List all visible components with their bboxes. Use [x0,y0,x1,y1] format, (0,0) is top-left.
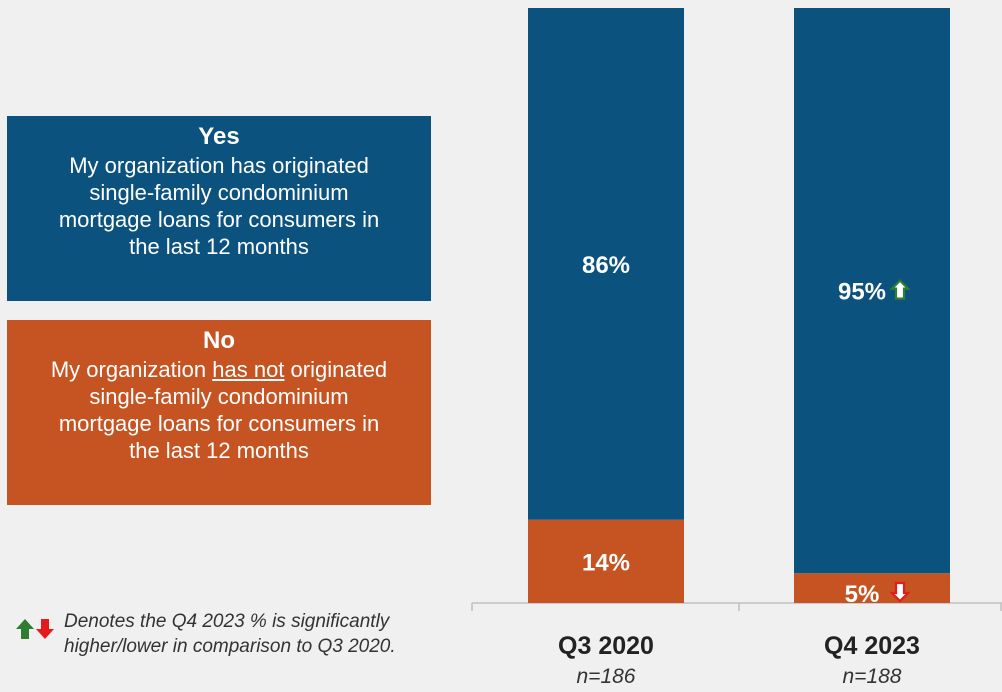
bar-segment-yes [794,8,950,574]
note-line1: Denotes the Q4 2023 % is significantly [64,611,390,632]
significance-up-arrow-icon [889,279,911,300]
sample-size-label: n=188 [843,665,902,688]
bar-segment-no [528,519,684,603]
significance-note: Denotes the Q4 2023 % is significantly h… [64,609,464,659]
down-arrow-icon [36,619,54,639]
data-label: 14% [582,549,630,576]
legend-no-line1: My organization has not originated [15,356,423,383]
data-label: 95% [838,279,886,306]
legend-no-title: No [203,327,235,354]
up-arrow-icon [16,619,34,639]
data-label: 5% [845,581,880,608]
legend-yes-line4: the last 12 months [129,234,309,259]
legend-no-line4: the last 12 months [129,438,309,463]
legend-yes-title: Yes [198,123,240,150]
legend-yes-line3: mortgage loans for consumers in [58,207,380,232]
note-line2: higher/lower in comparison to Q3 2020. [64,636,396,657]
bar-segment-no [794,573,950,603]
legend-yes-line1: My organization has originated [69,153,369,178]
sample-size-label: n=186 [577,665,636,688]
data-label: 86% [582,252,630,279]
legend-no-line1-pre: My organization [50,357,213,382]
legend-no-line2: single-family condominium [89,384,349,409]
legend-yes-line2: single-family condominium [89,180,349,205]
legend-yes: Yes My organization has originated singl… [7,116,431,301]
legend-no: No My organization has not originated si… [7,320,431,505]
category-label: Q4 2023 [824,632,920,660]
legend-no-line3: mortgage loans for consumers in [58,411,380,436]
legend-no-line1-post: originated [284,357,388,382]
significance-down-arrow-icon [889,581,911,603]
bar-segment-yes [528,8,684,520]
legend-no-line1-underline: has not [212,357,285,382]
significance-arrows-icon [16,619,54,639]
category-label: Q3 2020 [558,632,654,660]
